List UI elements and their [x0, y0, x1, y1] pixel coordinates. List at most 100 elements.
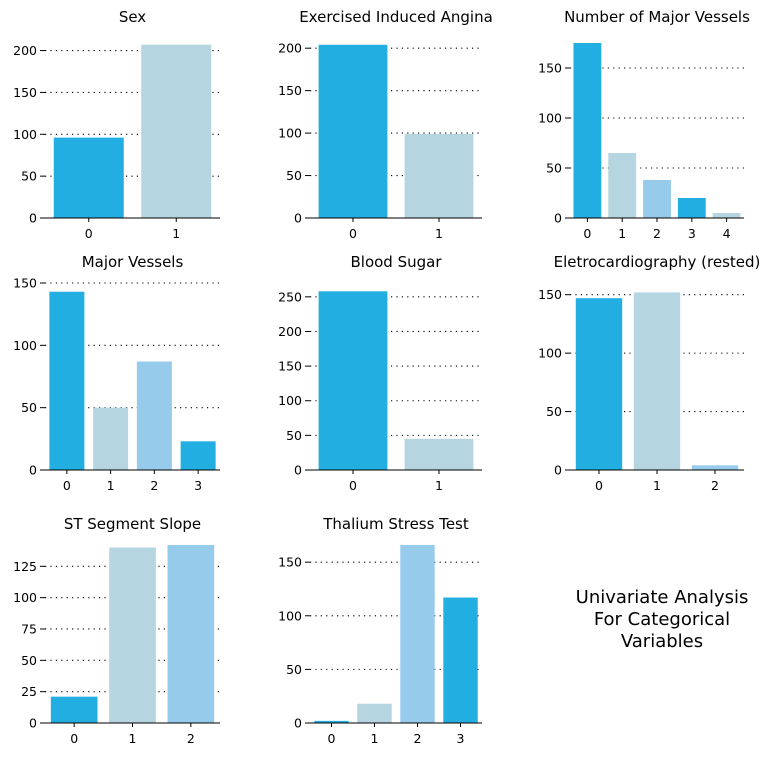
chart-panel-3: Number of Major Vessels 0 1 2 3 4 0 50 100 150 — [538, 8, 750, 241]
bar-3 — [180, 441, 216, 470]
y-tick-label: 100 — [13, 590, 37, 605]
y-tick-label: 125 — [13, 559, 37, 574]
chart-title: Number of Major Vessels — [564, 8, 750, 26]
x-tick-label: 0 — [85, 226, 93, 241]
y-tick-label: 150 — [13, 276, 37, 291]
y-tick-label: 100 — [278, 393, 302, 408]
chart-title: Eletrocardiography (rested) — [554, 253, 761, 271]
chart-panel-4: Major Vessels 0 1 2 3 0 50 100 150 — [13, 253, 220, 493]
bar-2 — [136, 361, 172, 470]
figure-caption-line-3: Variables — [621, 631, 703, 652]
x-tick-label: 1 — [172, 226, 180, 241]
bar-2 — [643, 180, 671, 218]
y-tick-label: 150 — [278, 83, 302, 98]
y-tick-label: 50 — [286, 662, 302, 677]
x-tick-label: 1 — [435, 226, 443, 241]
bar-0 — [53, 137, 124, 218]
x-tick-label: 4 — [723, 226, 731, 241]
y-tick-label: 200 — [278, 41, 302, 56]
y-tick-label: 25 — [21, 684, 37, 699]
bar-3 — [443, 597, 478, 723]
x-tick-label: 0 — [349, 226, 357, 241]
x-tick-label: 2 — [150, 478, 158, 493]
x-tick-label: 0 — [595, 478, 603, 493]
x-tick-label: 3 — [457, 731, 465, 746]
bar-0 — [573, 43, 602, 218]
bar-0 — [50, 696, 98, 723]
x-tick-label: 0 — [328, 731, 336, 746]
bar-0 — [314, 720, 349, 723]
x-tick-label: 0 — [349, 478, 357, 493]
x-tick-label: 3 — [194, 478, 202, 493]
bar-1 — [633, 292, 681, 470]
bar-2 — [167, 545, 215, 723]
bar-1 — [404, 438, 474, 470]
y-tick-label: 150 — [538, 287, 562, 302]
y-tick-label: 100 — [13, 127, 37, 142]
bar-3 — [677, 198, 706, 218]
y-tick-label: 250 — [278, 289, 302, 304]
y-tick-label: 150 — [278, 359, 302, 374]
y-tick-label: 0 — [294, 716, 302, 731]
x-tick-label: 2 — [711, 478, 719, 493]
bar-4 — [712, 213, 741, 218]
bar-1 — [608, 153, 637, 218]
chart-title: Major Vessels — [82, 253, 184, 271]
y-tick-label: 50 — [546, 404, 562, 419]
y-tick-label: 50 — [286, 168, 302, 183]
y-tick-label: 200 — [13, 43, 37, 58]
y-tick-label: 50 — [546, 161, 562, 176]
y-tick-label: 75 — [21, 621, 37, 636]
x-tick-label: 1 — [107, 478, 115, 493]
y-tick-label: 50 — [286, 428, 302, 443]
x-tick-label: 1 — [653, 478, 661, 493]
y-tick-label: 50 — [21, 400, 37, 415]
bar-1 — [141, 44, 212, 218]
bar-0 — [318, 44, 388, 219]
y-tick-label: 150 — [538, 61, 562, 76]
y-tick-label: 100 — [13, 338, 37, 353]
x-tick-label: 0 — [70, 731, 78, 746]
y-tick-label: 200 — [278, 324, 302, 339]
bar-0 — [318, 291, 388, 470]
x-tick-label: 1 — [371, 731, 379, 746]
chart-title: ST Segment Slope — [64, 515, 201, 533]
chart-panel-6: Eletrocardiography (rested) 0 1 2 0 50 100 150 — [538, 253, 760, 493]
bar-1 — [404, 133, 474, 218]
y-tick-label: 0 — [294, 463, 302, 478]
y-tick-label: 100 — [278, 126, 302, 141]
figure-caption-line-1: Univariate Analysis — [576, 587, 749, 608]
bar-1 — [109, 547, 156, 723]
x-tick-label: 1 — [129, 731, 137, 746]
y-tick-label: 0 — [294, 211, 302, 226]
chart-title: Sex — [119, 8, 146, 26]
x-tick-label: 1 — [435, 478, 443, 493]
x-tick-label: 1 — [618, 226, 626, 241]
x-tick-label: 2 — [653, 226, 661, 241]
x-tick-label: 2 — [414, 731, 422, 746]
bar-0 — [49, 291, 85, 470]
x-tick-label: 2 — [187, 731, 195, 746]
y-tick-label: 0 — [29, 716, 37, 731]
x-tick-label: 0 — [583, 226, 591, 241]
y-tick-label: 150 — [13, 85, 37, 100]
chart-panel-7: ST Segment Slope 0 1 2 0 25 50 75 100 125 — [13, 515, 220, 746]
y-tick-label: 100 — [538, 346, 562, 361]
bar-1 — [357, 703, 392, 723]
y-tick-label: 0 — [554, 211, 562, 226]
chart-panel-2: Exercised Induced Angina 0 1 0 50 100 150 200 — [278, 8, 493, 241]
y-tick-label: 0 — [29, 463, 37, 478]
chart-title: Blood Sugar — [350, 253, 442, 271]
chart-title: Thalium Stress Test — [322, 515, 469, 533]
y-tick-label: 50 — [21, 653, 37, 668]
y-tick-label: 100 — [278, 608, 302, 623]
x-tick-label: 3 — [688, 226, 696, 241]
y-tick-label: 100 — [538, 111, 562, 126]
bar-2 — [691, 465, 739, 470]
bar-0 — [575, 298, 623, 470]
y-tick-label: 0 — [554, 463, 562, 478]
chart-title: Exercised Induced Angina — [299, 8, 493, 26]
bar-2 — [400, 545, 435, 723]
